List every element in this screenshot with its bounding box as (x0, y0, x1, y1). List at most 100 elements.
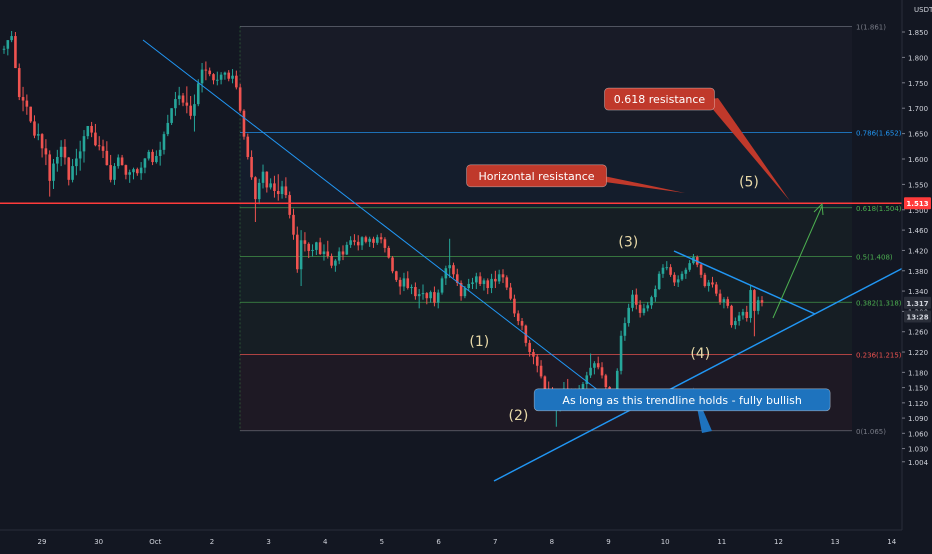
drawings-layer[interactable] (0, 39, 906, 482)
fib-retracement-tool[interactable]: 1(1.861) 0.786(1.652) 0.618(1.504) 0.5(1.40… (239, 23, 902, 436)
candle-body (52, 163, 55, 181)
candle-body (158, 149, 162, 156)
candle-body (67, 157, 71, 180)
candle-body (90, 125, 93, 133)
candle-body (353, 240, 356, 242)
candle-body (398, 279, 402, 287)
fib-level-label: 0.5(1.408) (856, 254, 893, 262)
candle-body (543, 376, 547, 391)
projection-arrow-line[interactable] (772, 205, 823, 319)
candle-body (528, 342, 531, 353)
candles-layer (2, 30, 764, 427)
candle-body (455, 274, 459, 283)
candle-body (330, 256, 333, 266)
time-axis-background (0, 530, 932, 550)
price-tick-label: 1.650 (908, 131, 928, 139)
candle-body (497, 274, 501, 282)
candle-body (680, 273, 684, 280)
candle-body (414, 287, 417, 297)
candle-body (185, 102, 189, 106)
candle-body (490, 278, 493, 289)
candle-body (212, 74, 215, 81)
time-tick-label: 6 (436, 538, 441, 546)
time-tick-label: 9 (606, 538, 610, 546)
candle-body (216, 79, 219, 81)
fib-zone (240, 26, 852, 133)
price-tag-label: 1.513 (906, 200, 928, 208)
price-tag-label: 13:28 (906, 313, 928, 321)
candle-body (494, 278, 497, 282)
fib-zone (240, 207, 852, 257)
candle-body (345, 244, 349, 255)
candle-body (48, 154, 52, 181)
fib-level-label: 0.236(1.215) (856, 352, 902, 360)
candle-body (467, 283, 471, 289)
candle-body (315, 242, 318, 250)
candle-body (711, 282, 714, 285)
candle-body (646, 305, 650, 309)
candle-body (360, 237, 364, 246)
candle-body (254, 177, 257, 200)
candle-body (513, 298, 516, 314)
candle-body (59, 146, 63, 157)
candle-body (379, 237, 383, 240)
candle-body (581, 384, 585, 390)
candle-body (673, 274, 676, 283)
wave-label: (2) (509, 408, 529, 424)
candle-body (520, 321, 524, 326)
candle-body (174, 99, 177, 109)
candle-body (642, 308, 646, 313)
candle-body (707, 282, 710, 286)
ascending-support-trendline[interactable] (493, 266, 906, 482)
candle-body (113, 166, 116, 180)
price-axis[interactable]: USDT 1.850 1.800 1.750 1.700 1.650 1.600 1.550… (901, 0, 932, 530)
fib-level-label: 0.382(1.318) (856, 299, 902, 307)
candle-body (627, 307, 630, 324)
price-tick-label: 1.500 (908, 207, 928, 215)
candle-body (219, 74, 223, 80)
candle-body (322, 251, 326, 254)
candle-body (25, 100, 29, 107)
candle-body (341, 251, 345, 255)
time-tick-label: 29 (38, 538, 47, 546)
candle-body (714, 284, 718, 294)
price-tick-label: 1.030 (908, 446, 928, 454)
candle-body (269, 183, 272, 188)
candle-body (162, 134, 166, 150)
time-axis[interactable]: 29 30 Oct 2 3 4 5 6 7 8 9 10 11 12 13 14 (0, 529, 932, 550)
wave-label: (4) (690, 346, 710, 362)
candle-body (429, 292, 432, 299)
fib-level-label: 0.786(1.652) (856, 130, 902, 138)
candle-body (337, 251, 341, 261)
price-tick-label: 1.420 (908, 247, 928, 255)
candle-body (421, 293, 425, 295)
price-tag (904, 197, 931, 210)
candle-body (585, 375, 589, 385)
candle-body (356, 241, 360, 246)
descending-trendline[interactable] (142, 39, 626, 412)
price-tick-label: 1.260 (908, 329, 928, 337)
price-tick-label: 1.090 (908, 415, 928, 423)
candle-body (120, 157, 124, 166)
candle-body (741, 311, 745, 316)
candle-body (97, 145, 101, 147)
candle-body (136, 169, 139, 174)
callout-box (604, 87, 715, 111)
candle-body (78, 151, 82, 159)
candle-body (307, 243, 311, 251)
price-tick-label: 1.460 (908, 227, 928, 235)
candle-body (364, 237, 368, 242)
candle-body (699, 264, 703, 275)
time-tick-label: 5 (380, 538, 384, 546)
triangle-resistance-line[interactable] (673, 250, 816, 315)
candle-body (33, 121, 36, 136)
candle-body (265, 171, 269, 188)
candle-body (326, 251, 330, 257)
time-tick-label: 2 (210, 538, 214, 546)
price-tick-label: 1.004 (908, 459, 929, 467)
candle-body (623, 323, 627, 336)
candle-body (109, 165, 112, 180)
price-tick-label: 1.550 (908, 181, 928, 189)
price-tick-label: 1.850 (908, 29, 928, 37)
